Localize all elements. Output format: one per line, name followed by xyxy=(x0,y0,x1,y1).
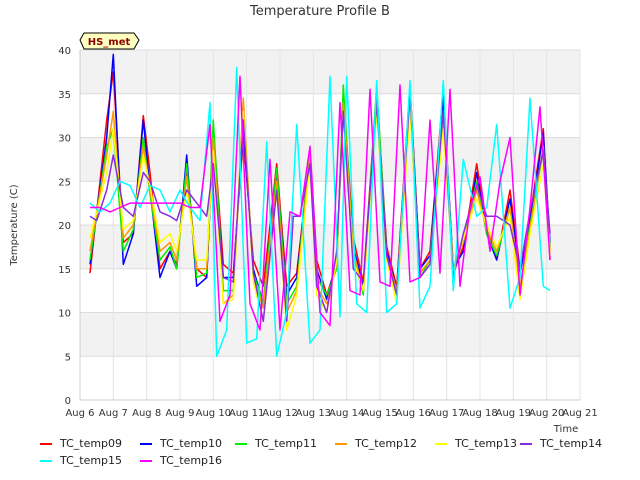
y-axis-label: Temperature (C) xyxy=(9,184,20,266)
legend-label: TC_temp16 xyxy=(160,454,223,467)
legend-swatch xyxy=(140,460,152,462)
x-tick-label: Aug 9 xyxy=(165,408,194,419)
series-group xyxy=(89,53,551,358)
legend-label: TC_temp10 xyxy=(160,437,223,450)
x-tick-label: Aug 6 xyxy=(65,408,94,419)
legend-label: TC_temp11 xyxy=(255,437,318,450)
legend-label: TC_temp15 xyxy=(60,454,123,467)
legend-swatch xyxy=(40,443,52,445)
x-tick-label: Aug 12 xyxy=(262,408,297,419)
x-tick-label: Aug 20 xyxy=(529,408,564,419)
series-line-TC_temp15 xyxy=(89,66,551,358)
x-tick-label: Aug 7 xyxy=(99,408,128,419)
y-tick-label: 30 xyxy=(58,134,71,145)
x-tick-label: Aug 16 xyxy=(396,408,431,419)
x-axis-label: Time xyxy=(553,424,578,435)
legend-label: TC_temp14 xyxy=(540,437,603,450)
y-tick-label: 5 xyxy=(65,352,71,363)
x-tick-label: Aug 17 xyxy=(429,408,464,419)
x-tick-label: Aug 8 xyxy=(132,408,161,419)
y-tick-label: 15 xyxy=(58,265,71,276)
legend-swatch xyxy=(520,443,532,445)
legend-swatch xyxy=(140,443,152,445)
y-tick-label: 10 xyxy=(58,309,71,320)
y-tick-label: 40 xyxy=(58,46,71,57)
x-tick-label: Aug 18 xyxy=(462,408,497,419)
y-tick-label: 0 xyxy=(65,396,71,407)
legend-swatch xyxy=(435,443,447,445)
background-band xyxy=(80,137,580,182)
x-tick-label: Aug 21 xyxy=(562,408,597,419)
x-tick-label: Aug 19 xyxy=(496,408,531,419)
y-tick-label: 25 xyxy=(58,177,71,188)
series-line-TC_temp14 xyxy=(89,93,551,323)
x-tick-label: Aug 13 xyxy=(296,408,331,419)
legend-swatch xyxy=(40,460,52,462)
x-tick-label: Aug 11 xyxy=(229,408,264,419)
x-tick-label: Aug 15 xyxy=(362,408,397,419)
legend-swatch xyxy=(335,443,347,445)
annotation-label: HS_met xyxy=(88,37,131,48)
y-tick-label: 35 xyxy=(58,90,71,101)
legend-label: TC_temp09 xyxy=(60,437,123,450)
hs-met-annotation: HS_met xyxy=(79,32,140,50)
series-line-TC_temp16 xyxy=(90,75,551,331)
chart-title: Temperature Profile B xyxy=(249,4,390,19)
x-tick-label: Aug 14 xyxy=(329,408,364,419)
annotation-box xyxy=(79,32,140,50)
y-tick-label: 20 xyxy=(58,221,71,232)
x-tick-label: Aug 10 xyxy=(196,408,231,419)
legend-label: TC_temp13 xyxy=(455,437,518,450)
legend: TC_temp09 TC_temp10 TC_temp11 TC_temp12 TC_t… xyxy=(40,436,630,472)
legend-swatch xyxy=(235,443,247,445)
legend-label: TC_temp12 xyxy=(355,437,418,450)
